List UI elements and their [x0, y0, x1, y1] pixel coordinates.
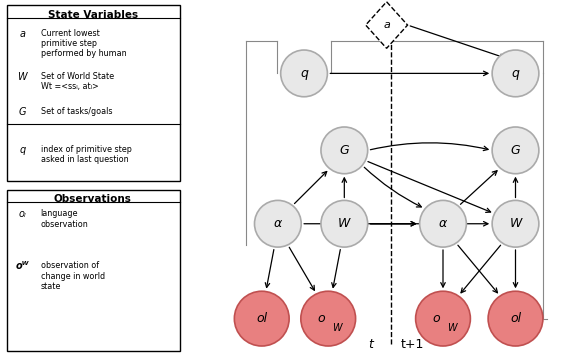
Text: a: a — [19, 29, 25, 39]
Text: ol: ol — [256, 312, 268, 325]
Ellipse shape — [321, 127, 368, 174]
Ellipse shape — [321, 200, 368, 247]
Ellipse shape — [255, 200, 301, 247]
Text: oᵂ: oᵂ — [15, 261, 29, 271]
Text: α: α — [439, 217, 447, 230]
Ellipse shape — [301, 291, 356, 346]
Text: language
observation: language observation — [41, 209, 89, 229]
Ellipse shape — [492, 200, 539, 247]
Text: observation of
change in world
state: observation of change in world state — [41, 261, 105, 291]
Ellipse shape — [488, 291, 543, 346]
Text: Set of World State
Wt =<ssₗ, atₗ>: Set of World State Wt =<ssₗ, atₗ> — [41, 72, 114, 91]
Text: α: α — [274, 217, 282, 230]
Text: Current lowest
primitive step
performed by human: Current lowest primitive step performed … — [41, 29, 126, 58]
Text: o: o — [317, 312, 325, 325]
Text: Observations: Observations — [54, 194, 132, 204]
Text: Set of tasks/goals: Set of tasks/goals — [41, 107, 112, 116]
Text: G: G — [511, 144, 520, 157]
Text: W: W — [509, 217, 522, 230]
Text: ol: ol — [510, 312, 521, 325]
Text: q: q — [19, 145, 25, 155]
Text: a: a — [383, 20, 390, 30]
Text: oₗ: oₗ — [18, 209, 26, 219]
Text: State Variables: State Variables — [48, 10, 138, 20]
Text: q: q — [512, 67, 519, 80]
Text: t+1: t+1 — [401, 338, 425, 351]
Text: W: W — [447, 323, 457, 333]
Text: q: q — [300, 67, 308, 80]
Text: index of primitive step
asked in last question: index of primitive step asked in last qu… — [41, 145, 132, 164]
Ellipse shape — [492, 50, 539, 97]
Text: o: o — [432, 312, 440, 325]
Bar — [8, 5, 180, 181]
Ellipse shape — [280, 50, 328, 97]
Ellipse shape — [420, 200, 466, 247]
Text: W: W — [332, 323, 342, 333]
Ellipse shape — [492, 127, 539, 174]
Text: W: W — [18, 72, 27, 82]
Text: G: G — [18, 107, 26, 117]
Ellipse shape — [416, 291, 470, 346]
Text: t: t — [368, 338, 373, 351]
Ellipse shape — [235, 291, 289, 346]
Polygon shape — [366, 2, 407, 48]
Text: G: G — [339, 144, 349, 157]
Text: W: W — [338, 217, 350, 230]
Bar — [8, 190, 180, 351]
